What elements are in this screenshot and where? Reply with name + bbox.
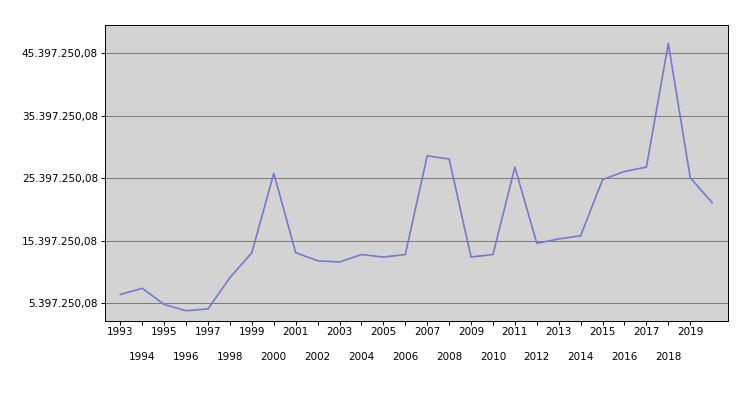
Text: 2012: 2012 — [524, 352, 550, 362]
Text: 2002: 2002 — [304, 352, 331, 362]
Text: 1998: 1998 — [217, 352, 243, 362]
Text: 1996: 1996 — [172, 352, 200, 362]
Text: 2000: 2000 — [261, 352, 286, 362]
Text: 2004: 2004 — [348, 352, 374, 362]
Text: 2018: 2018 — [656, 352, 682, 362]
Text: 2014: 2014 — [568, 352, 594, 362]
Text: 2016: 2016 — [611, 352, 638, 362]
Text: 1994: 1994 — [129, 352, 155, 362]
Text: 2010: 2010 — [480, 352, 506, 362]
Text: 2008: 2008 — [436, 352, 462, 362]
Text: 2006: 2006 — [392, 352, 418, 362]
